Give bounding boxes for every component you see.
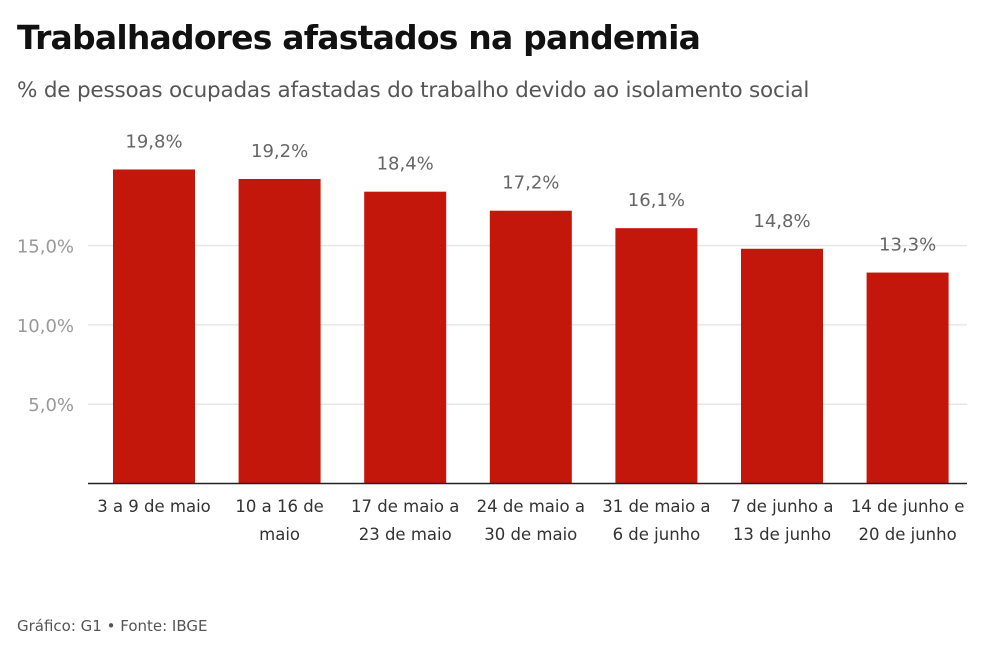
y-tick-label: 5,0% [28,395,74,416]
data-label: 19,8% [125,131,182,152]
bar [489,210,572,484]
x-tick-label: 10 a 16 de [235,497,323,516]
x-tick-label: 6 de junho [613,525,701,544]
bar [866,272,949,484]
x-tick-label: 13 de junho [733,525,831,544]
y-tick-label: 10,0% [17,316,74,337]
x-tick-label: 30 de maio [484,525,577,544]
data-label: 19,2% [251,141,308,162]
y-tick-label: 15,0% [17,237,74,258]
x-tick-label: 31 de maio a [602,497,710,516]
x-tick-label: 23 de maio [359,525,452,544]
bar [113,169,195,484]
data-label: 13,3% [879,235,936,256]
bar [238,178,321,484]
data-label: 17,2% [502,173,559,194]
x-tick-label: 17 de maio a [351,497,459,516]
x-tick-label: 14 de junho e [851,497,965,516]
data-label: 18,4% [377,154,434,175]
x-tick-label: maio [259,525,300,544]
data-label: 14,8% [753,211,810,232]
x-tick-label: 24 de maio a [477,497,585,516]
x-tick-label: 7 de junho a [730,497,833,516]
bar [364,191,447,484]
x-tick-label: 3 a 9 de maio [97,497,211,516]
chart-subtitle: % de pessoas ocupadas afastadas do traba… [17,78,810,103]
bar [741,248,823,484]
chart-title: Trabalhadores afastados na pandemia [17,18,701,57]
source-credit: Gráfico: G1 • Fonte: IBGE [17,617,208,635]
bar [615,228,698,484]
x-tick-label: 20 de junho [859,525,957,544]
data-label: 16,1% [628,190,685,211]
